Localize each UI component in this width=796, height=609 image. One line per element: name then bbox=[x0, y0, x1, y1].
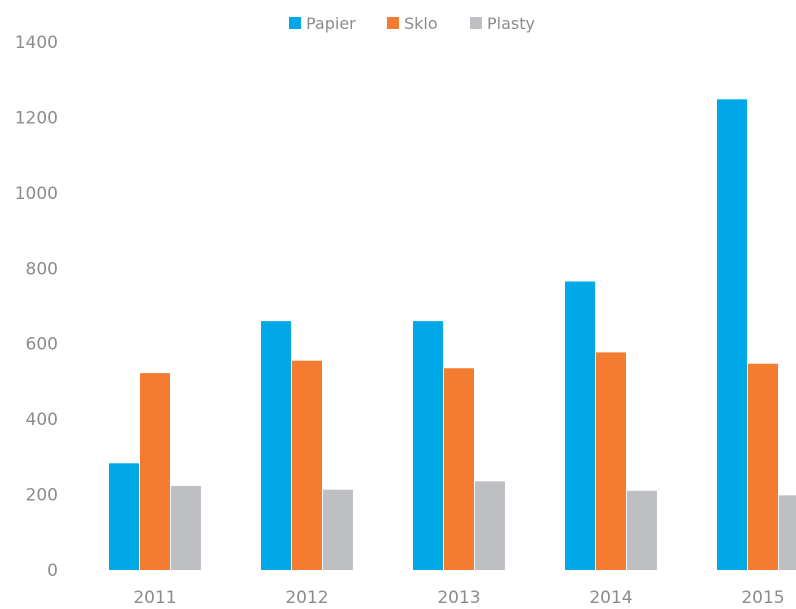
y-tick-label: 800 bbox=[26, 259, 58, 279]
bar-plasty-2012 bbox=[323, 489, 353, 570]
bar-plasty-2011 bbox=[171, 485, 201, 570]
legend-label-sklo: Sklo bbox=[404, 14, 438, 33]
bar-papier-2011 bbox=[109, 463, 139, 570]
legend-swatch-sklo bbox=[387, 17, 399, 29]
bar-sklo-2012 bbox=[292, 360, 322, 570]
bar-plasty-2013 bbox=[475, 481, 505, 570]
y-tick-label: 1200 bbox=[15, 108, 58, 128]
y-tick-label: 600 bbox=[26, 335, 58, 355]
bar-papier-2012 bbox=[261, 321, 291, 570]
bar-sklo-2015 bbox=[748, 363, 778, 570]
legend: Papier Sklo Plasty bbox=[289, 14, 535, 33]
bar-papier-2013 bbox=[413, 321, 443, 570]
plot-area bbox=[109, 99, 796, 570]
x-tick-label: 2011 bbox=[133, 588, 176, 608]
bar-sklo-2013 bbox=[444, 368, 474, 570]
bar-papier-2014 bbox=[565, 281, 595, 570]
y-tick-label: 1400 bbox=[15, 33, 58, 53]
x-tick-label: 2015 bbox=[741, 588, 784, 608]
bar-sklo-2014 bbox=[596, 352, 626, 570]
y-axis: 0 200 400 600 800 1000 1200 1400 bbox=[15, 33, 58, 581]
bar-plasty-2015 bbox=[779, 495, 796, 570]
x-tick-label: 2013 bbox=[437, 588, 480, 608]
bar-papier-2015 bbox=[717, 99, 747, 570]
legend-swatch-plasty bbox=[470, 17, 482, 29]
legend-label-papier: Papier bbox=[306, 14, 356, 33]
y-tick-label: 0 bbox=[47, 561, 58, 581]
bar-plasty-2014 bbox=[627, 490, 657, 570]
legend-label-plasty: Plasty bbox=[487, 14, 535, 33]
bar-sklo-2011 bbox=[140, 373, 170, 570]
legend-swatch-papier bbox=[289, 17, 301, 29]
x-tick-label: 2014 bbox=[589, 588, 632, 608]
y-tick-label: 1000 bbox=[15, 184, 58, 204]
y-tick-label: 200 bbox=[26, 486, 58, 506]
x-tick-label: 2012 bbox=[285, 588, 328, 608]
y-tick-label: 400 bbox=[26, 410, 58, 430]
x-axis: 2011 2012 2013 2014 2015 bbox=[133, 588, 784, 608]
